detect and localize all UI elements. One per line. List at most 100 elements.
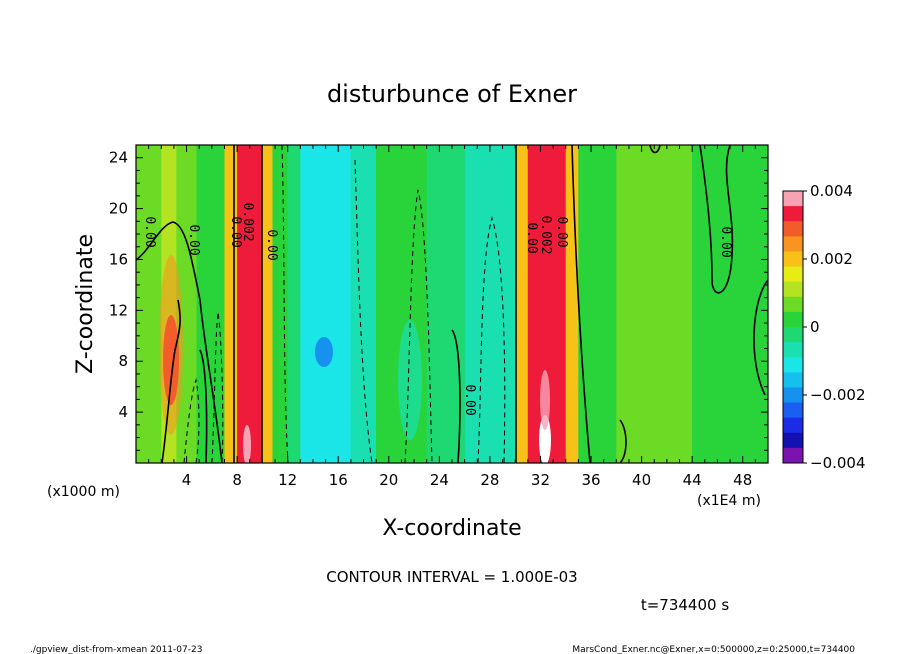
contour-dashed [211, 311, 224, 463]
x-tick-label: 20 [379, 471, 398, 489]
y-tick-label: 4 [118, 403, 128, 421]
color-band [300, 145, 351, 463]
contour-interval-text: CONTOUR INTERVAL = 1.000E-03 [326, 568, 577, 586]
colorbar-segment [783, 447, 803, 464]
contour-solid [649, 145, 661, 154]
x-tick-label: 36 [581, 471, 600, 489]
contour-label: 0.00 [462, 384, 477, 415]
x-scale-label: (x1E4 m) [697, 493, 761, 509]
pink-peak-left [243, 425, 251, 463]
contour-solid [753, 279, 768, 396]
colorbar-segment [783, 221, 803, 237]
color-band [565, 145, 579, 463]
contour-solid [699, 145, 734, 294]
contour-dashed [404, 189, 433, 463]
colorbar-label: 0.002 [810, 250, 853, 268]
color-band [237, 145, 263, 463]
x-tick-label: 40 [632, 471, 651, 489]
color-band [578, 145, 617, 463]
blue-blob-center [315, 337, 333, 367]
colorbar [782, 190, 804, 464]
x-tick-label: 4 [182, 471, 192, 489]
contour-label: 0.00 [554, 216, 569, 247]
y-tick-label: 16 [109, 250, 128, 268]
contour-solid [199, 349, 208, 463]
colorbar-segment [783, 296, 803, 313]
footer-left-text: ./gpview_dist-from-xmean 2011-07-23 [30, 645, 202, 654]
x-tick-label: 32 [531, 471, 550, 489]
contour-solid [571, 145, 591, 463]
color-band [196, 145, 225, 463]
x-tick-label: 44 [683, 471, 702, 489]
x-tick-label: 24 [430, 471, 449, 489]
time-text: t=734400 s [641, 596, 729, 614]
colorbar-label: 0.004 [810, 182, 853, 200]
y-tick-label: 24 [109, 149, 128, 167]
contour-solid [161, 299, 181, 463]
color-band [350, 145, 377, 463]
x-axis: 4 8 12 16 20 24 28 32 36 40 44 48 [148, 145, 756, 489]
colorbar-segment [783, 327, 803, 343]
orange-blob-left [159, 255, 183, 435]
colorbar-segment [783, 342, 803, 358]
y-axis: 4 8 12 16 20 24 [109, 149, 768, 451]
contour-label: 0.00 [228, 216, 243, 247]
colorbar-segment [783, 357, 803, 373]
colorbar-segment [783, 236, 803, 252]
colorbar-segment [783, 281, 803, 298]
color-band [692, 145, 768, 463]
color-band [616, 145, 693, 463]
chart-title: disturbunce of Exner [327, 80, 577, 108]
x-tick-label: 48 [733, 471, 752, 489]
contour-dashed [354, 159, 373, 463]
x-unit-label: (x1000 m) [47, 484, 120, 500]
x-tick-label: 28 [480, 471, 499, 489]
y-tick-label: 8 [118, 352, 128, 370]
pink-peak-right [540, 370, 550, 430]
colorbar-segment [783, 206, 803, 222]
colorbar-label: 0 [810, 318, 820, 336]
contour-lines [136, 145, 768, 463]
contour-label: 0.00 [718, 226, 733, 257]
contour-label: 0.00 [524, 222, 539, 253]
contour-solid [619, 419, 627, 463]
colorbar-segment [783, 402, 803, 419]
contour-label: 0.00 [264, 229, 279, 260]
contour-label: 0.002 [538, 215, 553, 254]
color-band [287, 145, 301, 463]
colorbar-labels: 0.004 0.002 0 −0.002 −0.004 [803, 182, 866, 472]
plot-area [136, 145, 768, 463]
x-tick-label: 16 [329, 471, 348, 489]
colorbar-label: −0.002 [810, 386, 866, 404]
x-tick-label: 12 [278, 471, 297, 489]
contour-label: 0.00 [186, 224, 201, 255]
color-band [272, 145, 288, 463]
color-band [262, 145, 273, 463]
colorbar-segment [783, 432, 803, 449]
contour-label: 0.00 [142, 216, 157, 247]
color-band [224, 145, 238, 463]
footer-right-text: MarsCond_Exner.nc@Exner,x=0:500000,z=0:2… [572, 645, 855, 654]
contour-label: 0.002 [240, 202, 255, 241]
colorbar-segment [783, 251, 803, 268]
colorbar-segment [783, 311, 803, 328]
contour-dashed [183, 378, 200, 463]
colorbar-segment [783, 372, 803, 388]
y-tick-label: 12 [109, 301, 128, 319]
cyan-blob-x20 [398, 320, 422, 440]
color-band [464, 145, 516, 463]
x-axis-label: X-coordinate [382, 516, 521, 541]
y-axis-label: Z-coordinate [73, 234, 98, 374]
white-peak-right [539, 415, 551, 463]
color-band [136, 145, 162, 463]
colorbar-segment [783, 191, 803, 207]
x-tick-label: 8 [232, 471, 242, 489]
color-bands [136, 145, 768, 463]
colorbar-segment [783, 417, 803, 434]
contour-dashed [477, 216, 506, 463]
color-blobs [159, 255, 551, 463]
y-tick-label: 20 [109, 200, 128, 218]
contour-dashed [281, 145, 289, 463]
color-band [515, 145, 528, 463]
